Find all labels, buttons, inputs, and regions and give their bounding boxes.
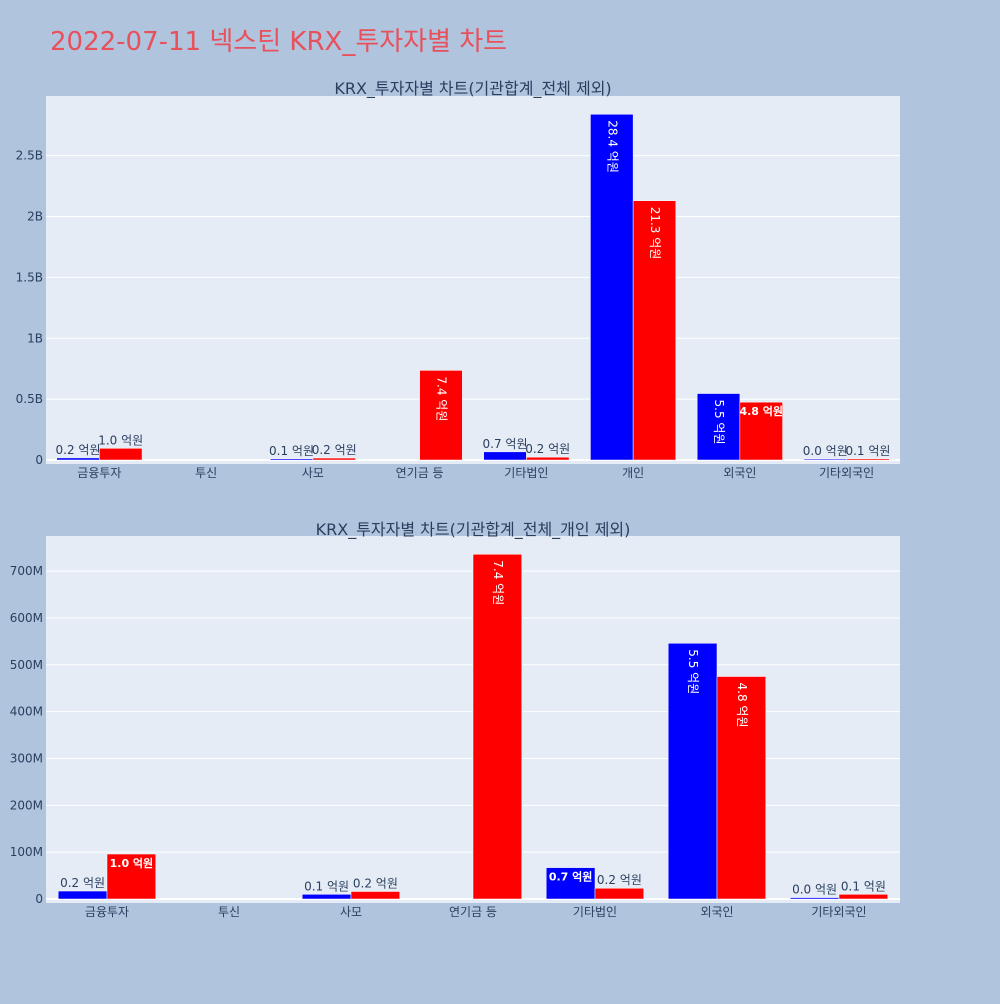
x-tick-label: 사모 (302, 466, 324, 480)
buy-bar (483, 451, 527, 461)
x-tick-label: 외국인 (700, 905, 733, 919)
bar-data-label: 1.0 억원 (110, 856, 154, 870)
bar-data-label: 0.1 억원 (304, 879, 349, 893)
bar-data-label: 4.8 억원 (735, 683, 749, 728)
sell-bar (99, 448, 143, 461)
sell-bar (594, 887, 645, 900)
bar-data-label: 0.0 억원 (803, 444, 848, 458)
buy-bar (57, 890, 108, 900)
bar-data-label: 5.5 억원 (712, 400, 726, 445)
sell-bar (632, 200, 677, 461)
y-tick-label: 600M (10, 611, 43, 625)
bar-data-label: 0.1 억원 (841, 879, 886, 893)
bar-data-label: 0.1 억원 (845, 444, 890, 458)
y-tick-label: 400M (10, 705, 43, 719)
x-tick-label: 외국인 (723, 466, 756, 480)
buy-bar (269, 458, 314, 461)
bar-data-label: 7.4 억원 (491, 560, 505, 605)
y-tick-label: 1B (27, 331, 43, 345)
buy-bar (56, 457, 100, 461)
x-tick-label: 연기금 등 (449, 905, 497, 919)
bar-data-label: 0.7 억원 (483, 437, 528, 451)
bar-data-label: 7.4 억원 (434, 376, 448, 421)
x-tick-label: 사모 (340, 905, 362, 919)
buy-bar (545, 867, 596, 900)
x-tick-label: 금융투자 (85, 905, 129, 919)
bar-data-label: 0.2 억원 (56, 443, 101, 457)
sell-bar (106, 853, 157, 900)
bar-data-label: 0.1 억원 (269, 444, 314, 458)
sell-bar (350, 891, 401, 900)
buy-bar (803, 458, 847, 461)
x-tick-label: 투신 (218, 905, 240, 919)
y-tick-label: 0 (35, 892, 43, 906)
sell-bar (716, 676, 767, 900)
sell-bar (472, 554, 523, 900)
chart-2: KRX_투자자별 차트(기관합계_전체_개인 제외) 0 100M 200M 300M 4… (10, 520, 900, 919)
buy-bar (301, 894, 352, 900)
y-tick-label: 2.5B (16, 149, 43, 163)
x-tick-label: 금융투자 (77, 466, 121, 480)
x-tick-label: 기타외국인 (811, 905, 866, 919)
bar-data-label: 0.7 억원 (549, 870, 593, 884)
bar-data-label: 0.0 억원 (792, 883, 837, 897)
y-tick-label: 200M (10, 798, 43, 812)
buy-bar (590, 114, 634, 461)
sell-bar (526, 456, 570, 461)
x-tick-label: 개인 (622, 466, 644, 480)
x-tick-label: 기타외국인 (819, 466, 874, 480)
buy-bar (789, 897, 840, 900)
bar-data-label: 0.2 억원 (353, 877, 398, 891)
bar-data-label: 0.2 억원 (597, 873, 642, 887)
x-tick-label: 기타법인 (504, 466, 548, 480)
sell-bar (312, 457, 356, 461)
sell-bar (419, 370, 463, 461)
bar-data-label: 5.5 억원 (686, 649, 700, 694)
chart-title: KRX_투자자별 차트(기관합계_전체 제외) (334, 79, 611, 99)
sell-bar (846, 458, 890, 461)
bar-data-label: 1.0 억원 (98, 433, 143, 447)
y-tick-label: 100M (10, 845, 43, 859)
bar-data-label: 0.2 억원 (525, 442, 570, 456)
buy-bar (696, 393, 741, 461)
buy-bar (667, 643, 718, 900)
x-tick-label: 투신 (195, 466, 217, 480)
y-tick-label: 2B (27, 210, 43, 224)
page-title: 2022-07-11 넥스틴 KRX_투자자별 차트 (50, 27, 507, 57)
bar-data-label: 0.2 억원 (60, 876, 105, 890)
bar-data-label: 4.8 억원 (739, 404, 783, 418)
y-tick-label: 300M (10, 751, 43, 765)
bar-data-label: 21.3 억원 (648, 207, 662, 260)
chart-1: KRX_투자자별 차트(기관합계_전체 제외) 0 0.5B 1B 1.5B 2B 2.5B… (16, 79, 900, 480)
y-tick-label: 500M (10, 658, 43, 672)
chart-title: KRX_투자자별 차트(기관합계_전체_개인 제외) (316, 520, 631, 540)
y-tick-label: 700M (10, 564, 43, 578)
x-tick-label: 기타법인 (573, 905, 617, 919)
x-tick-label: 연기금 등 (396, 466, 444, 480)
sell-bar (838, 894, 889, 900)
y-tick-label: 0 (35, 453, 43, 467)
y-tick-label: 1.5B (16, 270, 43, 284)
y-tick-label: 0.5B (16, 392, 43, 406)
sell-bar (739, 401, 783, 461)
bar-data-label: 0.2 억원 (312, 443, 357, 457)
bar-data-label: 28.4 억원 (605, 120, 619, 173)
